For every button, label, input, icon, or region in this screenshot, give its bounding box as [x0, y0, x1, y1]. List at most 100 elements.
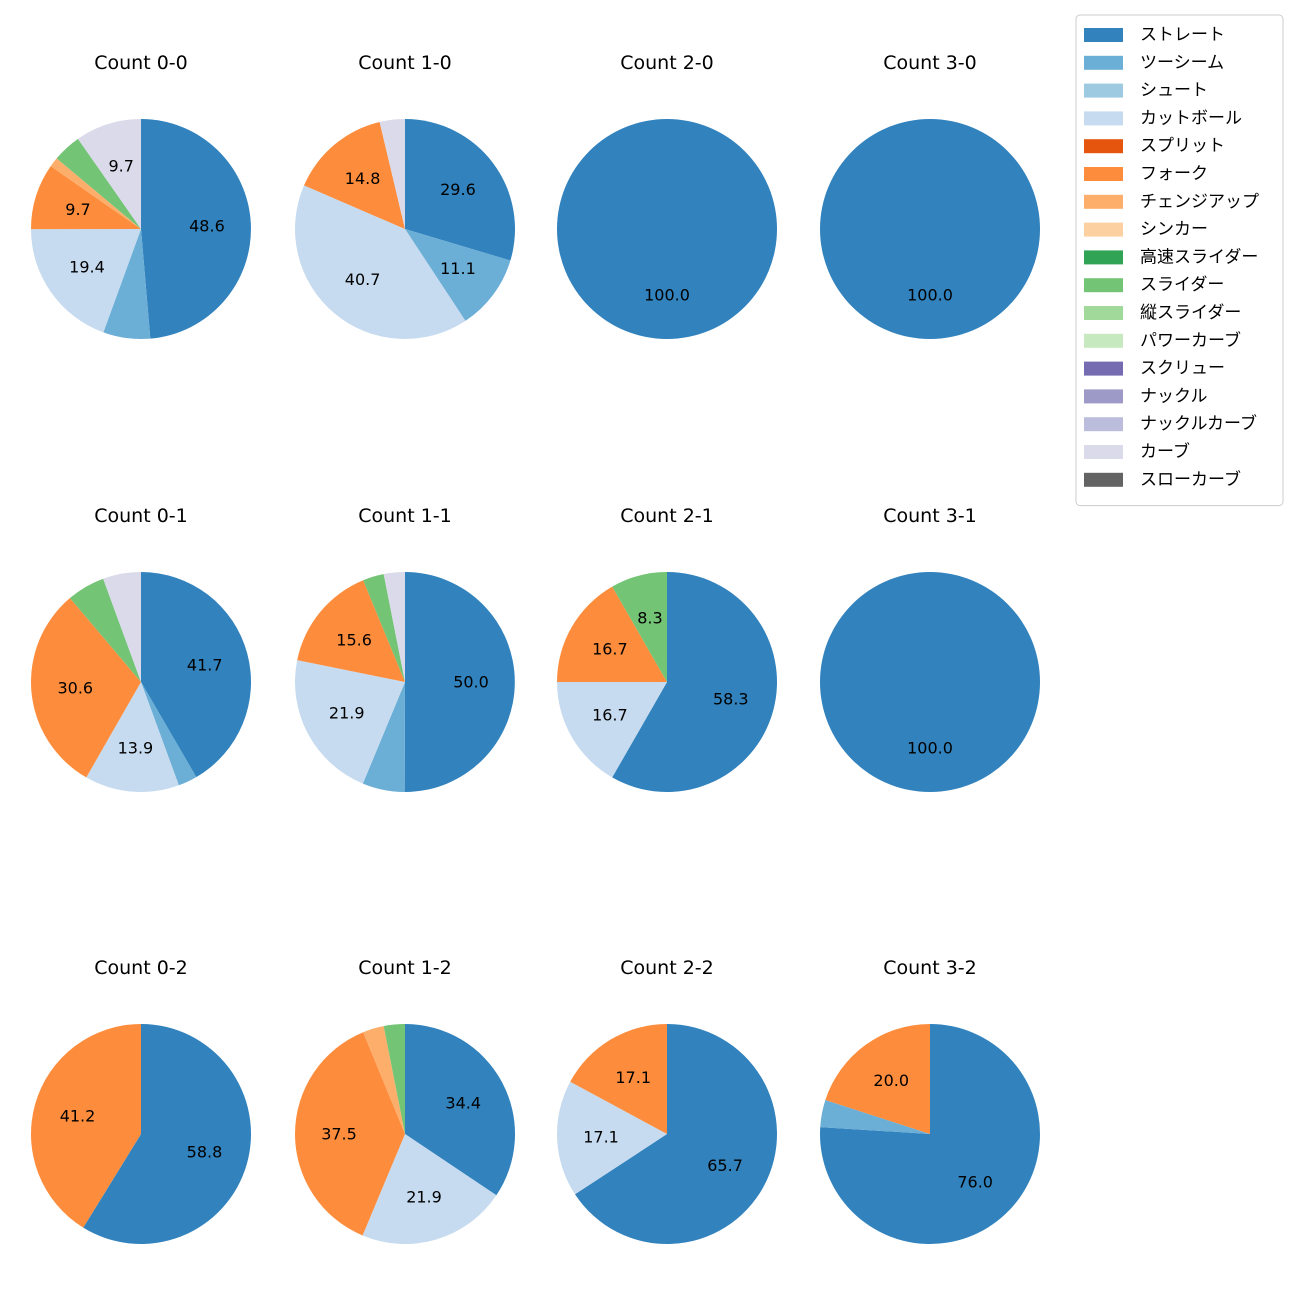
- legend-label: 高速スライダー: [1140, 247, 1258, 267]
- pie-slice: [103, 572, 141, 682]
- legend-label: シンカー: [1140, 220, 1208, 240]
- legend-swatch: [1084, 83, 1123, 98]
- pie-chart: Count 2-2 65.7 17.1 17.1: [557, 957, 777, 1244]
- pie-title: Count 2-2: [620, 957, 714, 979]
- pie-slice: [405, 1024, 516, 1196]
- pie-slice: [557, 682, 667, 778]
- pie-slice: [820, 1024, 1041, 1244]
- pie-chart: Count 0-2 58.8 41.2: [30, 957, 251, 1244]
- pie-charts-group: Count 0-0 48.6 19.4 9.7 9.7 Count 1-0 29.6 11.1…: [30, 52, 1041, 1244]
- slice-label: 8.3: [637, 609, 662, 628]
- slice-label: 13.9: [118, 738, 154, 757]
- pie-chart: Count 3-1 100.0: [820, 505, 1040, 792]
- pie-slice: [141, 572, 252, 778]
- pie-slice: [362, 682, 405, 792]
- pie-slice: [363, 1026, 405, 1134]
- legend-swatch: [1084, 306, 1123, 320]
- pie-slice: [31, 229, 141, 333]
- legend-label: チェンジアップ: [1140, 192, 1259, 212]
- legend-label: フォーク: [1140, 164, 1208, 184]
- legend-label: ナックル: [1140, 386, 1208, 406]
- legend-label: ストレート: [1140, 25, 1225, 45]
- legend-swatch: [1084, 361, 1123, 376]
- legend-swatch: [1084, 139, 1123, 154]
- pie-slice: [405, 229, 511, 321]
- legend-swatch: [1084, 278, 1123, 293]
- pie-slice: [383, 572, 405, 682]
- pie-title: Count 1-1: [358, 505, 452, 527]
- pie-title: Count 0-2: [94, 957, 188, 979]
- legend-swatch: [1084, 55, 1123, 70]
- pie-chart: Count 1-0 29.6 11.1 40.7 14.8: [295, 52, 516, 339]
- slice-label: 15.6: [336, 630, 372, 649]
- pie-slice: [56, 138, 142, 229]
- legend-swatch: [1084, 389, 1123, 404]
- legend-swatch: [1084, 222, 1123, 237]
- legend-swatch: [1084, 445, 1123, 459]
- pie-title: Count 0-1: [94, 505, 188, 527]
- pie-slice: [557, 586, 667, 682]
- slice-label: 30.6: [57, 678, 93, 697]
- pie-slice: [141, 682, 197, 786]
- legend-label: パワーカーブ: [1140, 330, 1241, 351]
- pie-title: Count 0-0: [94, 52, 188, 74]
- pie-chart: Count 3-0 100.0: [820, 52, 1040, 339]
- pie-slice: [362, 1134, 497, 1244]
- pie-slice: [820, 572, 1040, 792]
- pie-chart: Count 2-0 100.0: [557, 52, 777, 339]
- pie-slice: [363, 574, 405, 682]
- pie-chart: Count 0-1 41.7 13.9 30.6: [31, 505, 252, 792]
- pie-chart: Count 2-1 58.3 16.7 16.7 8.3: [557, 505, 777, 792]
- slice-label: 16.7: [592, 706, 628, 725]
- slice-label: 40.7: [345, 270, 381, 289]
- slice-label: 14.8: [345, 169, 381, 188]
- pie-slice: [141, 119, 251, 339]
- slice-label: 19.4: [69, 257, 105, 276]
- legend-frame: [1075, 14, 1284, 507]
- pie-chart: Count 0-0 48.6 19.4 9.7 9.7: [30, 52, 251, 339]
- legend-label: スクリュー: [1140, 359, 1225, 379]
- slice-label: 20.0: [873, 1071, 909, 1090]
- pie-title: Count 2-0: [620, 52, 714, 74]
- pie-slice: [297, 580, 405, 682]
- slice-label: 29.6: [440, 180, 476, 199]
- slice-label: 58.3: [713, 690, 749, 709]
- pie-slice: [820, 119, 1040, 339]
- legend-swatch: [1084, 194, 1123, 209]
- pie-slice: [83, 1024, 251, 1244]
- legend-swatch: [1084, 167, 1123, 181]
- pie-title: Count 1-0: [358, 52, 452, 74]
- legend-swatch: [1084, 417, 1123, 432]
- legend-label: スライダー: [1140, 275, 1224, 295]
- legend-swatch: [1084, 333, 1123, 348]
- legend-swatch: [1084, 111, 1123, 126]
- legend-label: スローカーブ: [1140, 469, 1241, 490]
- slice-label: 41.2: [60, 1106, 96, 1125]
- slice-label: 100.0: [907, 286, 953, 305]
- pie-chart: Count 1-1 50.0 21.9 15.6: [295, 505, 515, 793]
- legend-label: 縦スライダー: [1140, 303, 1241, 323]
- pie-slice: [820, 1100, 930, 1134]
- pie-slice: [570, 1024, 667, 1134]
- pie-slice: [575, 1024, 777, 1244]
- slice-label: 9.7: [108, 157, 133, 176]
- legend-swatch: [1084, 472, 1123, 487]
- slice-label: 41.7: [187, 655, 223, 674]
- slice-label: 17.1: [583, 1127, 619, 1146]
- slice-label: 100.0: [644, 286, 690, 305]
- pie-slice: [295, 1032, 405, 1236]
- pie-slice: [379, 119, 405, 229]
- pie-title: Count 2-1: [620, 505, 714, 527]
- legend: ストレートツーシームシュートカットボールスプリットフォークチェンジアップシンカー…: [1075, 14, 1284, 507]
- legend-swatch: [1084, 28, 1123, 42]
- pie-slice: [404, 572, 515, 793]
- pie-slice: [77, 118, 141, 229]
- pie-slice: [50, 158, 141, 229]
- pie-slice: [557, 119, 777, 339]
- pie-title: Count 1-2: [358, 957, 452, 979]
- pie-slice: [30, 1024, 141, 1228]
- pie-slice: [69, 578, 141, 682]
- slice-label: 50.0: [453, 673, 489, 692]
- pie-slice: [304, 121, 405, 229]
